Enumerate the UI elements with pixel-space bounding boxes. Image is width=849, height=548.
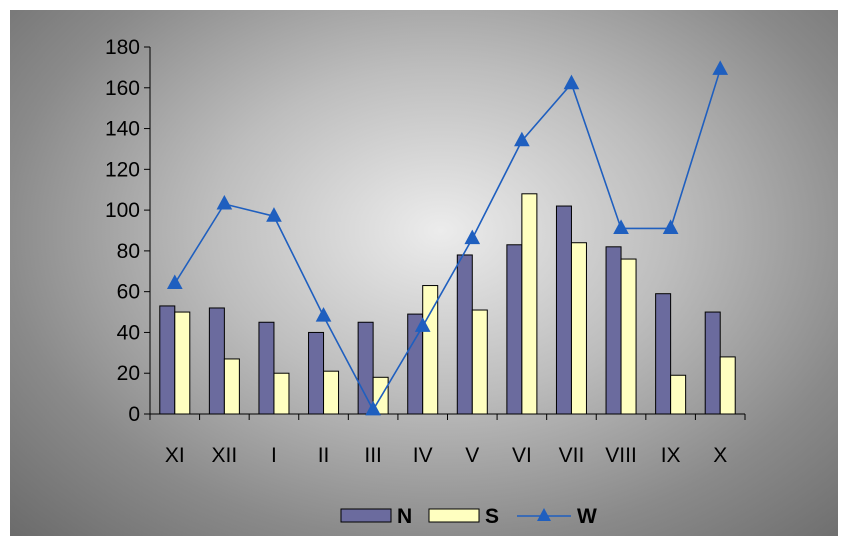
bar-s [719, 356, 736, 415]
line-series [166, 60, 729, 416]
y-tick-label: 80 [117, 240, 140, 263]
legend-label-n: N [397, 505, 412, 528]
x-tick-label: III [364, 444, 382, 467]
bar-n [555, 205, 572, 415]
legend-label-s: S [485, 505, 499, 528]
bar-n [258, 321, 275, 415]
x-tick-label: IV [413, 444, 433, 467]
chart-area: 0 20 40 60 80 100 120 140 160 180 XI XII I II III IV V V… [10, 10, 838, 536]
bar-s [620, 258, 637, 415]
point-marker-w [414, 317, 431, 332]
bar-s [670, 374, 687, 415]
y-tick-label: 20 [117, 362, 140, 385]
bar-n [208, 307, 225, 415]
x-tick-label: VI [512, 444, 532, 467]
legend-swatch-n [340, 508, 392, 523]
y-tick-label: 160 [105, 77, 140, 100]
bar-n [655, 293, 672, 415]
bar-s [323, 370, 340, 415]
bar-n [357, 321, 374, 415]
bar-s [174, 311, 191, 415]
y-tick-label: 60 [117, 281, 140, 304]
bar-n [704, 311, 721, 415]
point-marker-w [315, 307, 332, 322]
x-tick-label: VIII [605, 444, 637, 467]
bar-n [506, 244, 523, 415]
bar-s [521, 193, 538, 415]
y-tick-label: 0 [128, 403, 140, 426]
y-tick-label: 120 [105, 158, 140, 181]
point-marker-w [464, 229, 481, 245]
x-tick-label: VII [559, 444, 585, 467]
point-marker-w [365, 400, 381, 416]
x-tick-label: IX [661, 444, 681, 467]
bar-n [159, 305, 176, 415]
x-tick-label: II [318, 444, 330, 467]
bars [159, 193, 736, 415]
x-tick-label: V [465, 444, 479, 467]
x-axis-ticks: XI XII I II III IV V VI VII VIII IX X [149, 414, 746, 467]
bar-s [570, 242, 587, 415]
point-marker-w [662, 219, 679, 234]
legend-marker-w [537, 508, 551, 521]
y-tick-label: 140 [105, 118, 140, 141]
y-axis-ticks: 0 20 40 60 80 100 120 140 160 180 [105, 36, 150, 426]
bar-n [605, 246, 622, 415]
y-tick-label: 40 [117, 321, 140, 344]
y-tick-label: 100 [105, 199, 140, 222]
x-tick-label: X [713, 444, 727, 467]
bar-s [223, 358, 240, 415]
point-marker-w [613, 219, 629, 234]
legend-swatch-s [428, 508, 480, 523]
x-tick-label: I [271, 444, 277, 467]
point-marker-w [514, 131, 530, 147]
bar-s [273, 372, 290, 415]
legend-label-w: W [577, 505, 597, 528]
point-marker-w [216, 194, 233, 210]
bar-s [422, 285, 439, 415]
point-marker-w [266, 207, 282, 222]
point-marker-w [166, 274, 183, 290]
line-w [174, 69, 721, 412]
y-tick-label: 180 [105, 36, 140, 59]
bar-n [308, 331, 325, 415]
bar-s [471, 309, 488, 415]
x-tick-label: XII [212, 444, 238, 467]
point-marker-w [563, 74, 580, 90]
x-tick-label: XI [165, 444, 185, 467]
bar-n [456, 254, 473, 415]
point-marker-w [712, 60, 729, 75]
